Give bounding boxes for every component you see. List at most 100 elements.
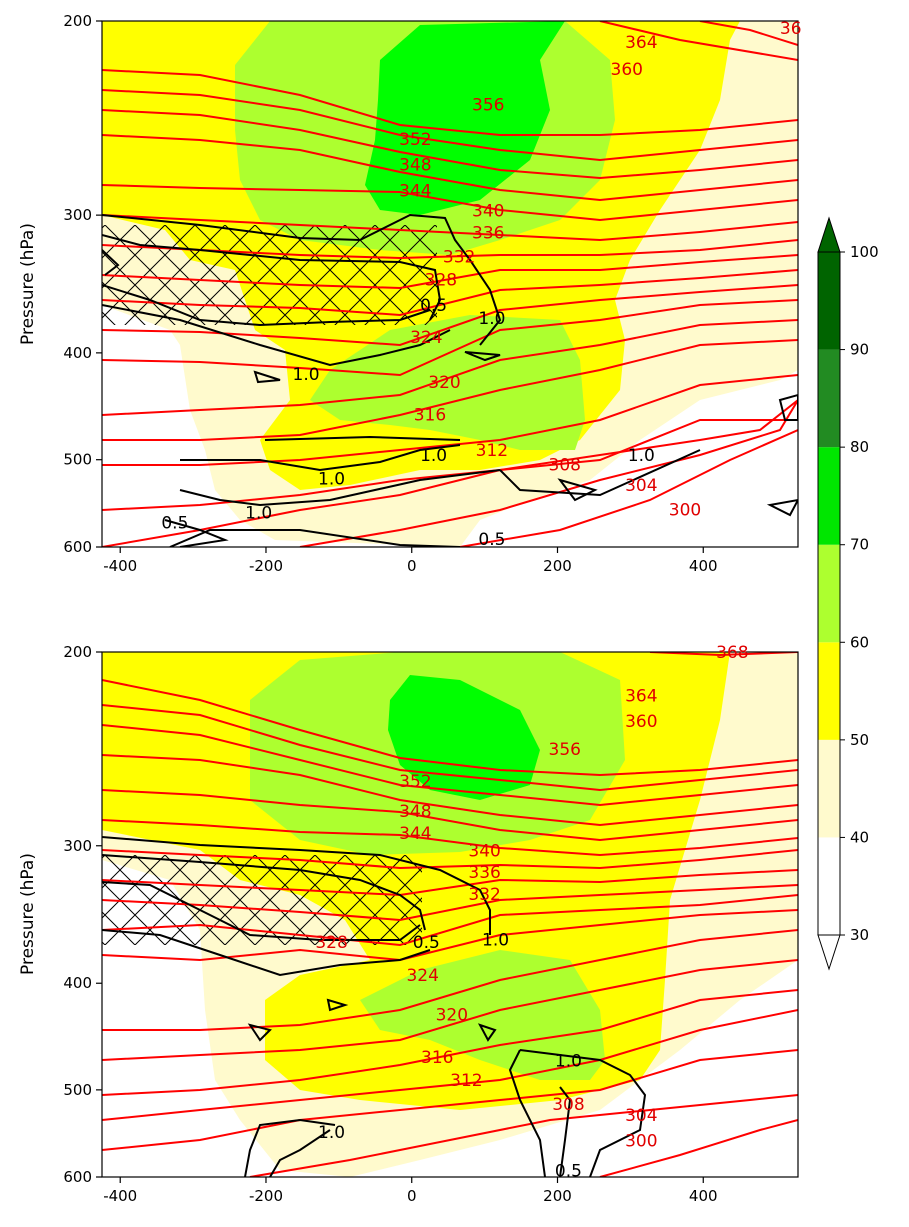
- bottom-ylabel: Pressure (hPa): [18, 853, 38, 975]
- bottom-panel: Pressure (hPa) -400 -200 0 200 400 200 300 400…: [18, 643, 799, 1205]
- theta-contour-label: 304: [625, 476, 657, 496]
- theta-contour-label: 352: [399, 130, 431, 150]
- theta-contour-label: 340: [468, 842, 500, 862]
- x-tick-label: 0: [407, 557, 417, 575]
- theta-contour-label: 356: [472, 95, 504, 115]
- theta-contour-label: 308: [552, 1095, 584, 1115]
- y-tick-label: 300: [63, 837, 92, 855]
- top-x-ticks: -400 -200 0 200 400: [103, 547, 718, 575]
- theta-contour-label: 364: [625, 686, 657, 706]
- x-tick-label: 200: [543, 1187, 572, 1205]
- theta-contour-label: 308: [549, 455, 581, 475]
- bottom-x-ticks: -400 -200 0 200 400: [103, 1177, 718, 1205]
- x-tick-label: -400: [103, 557, 137, 575]
- colorbar-cell: [818, 252, 840, 350]
- y-tick-label: 600: [63, 1168, 92, 1186]
- theta-contour-label: 348: [399, 802, 431, 822]
- theta-contour-label: 360: [611, 60, 643, 80]
- y-tick-label: 400: [63, 974, 92, 992]
- theta-contour-label: 312: [450, 1071, 482, 1091]
- hatch-region: [102, 225, 437, 325]
- rh-contour-label: 0.5: [161, 513, 188, 533]
- rh-fill-70-80: [388, 675, 540, 800]
- theta-contour-label: 352: [399, 772, 431, 792]
- top-ylabel: Pressure (hPa): [18, 223, 38, 345]
- colorbar-cell: [818, 837, 840, 935]
- y-tick-label: 500: [63, 451, 92, 469]
- theta-contour-label: 324: [406, 966, 438, 986]
- rh-contour-label: 1.0: [293, 365, 320, 385]
- rh-contour-label: 1.0: [318, 1123, 345, 1143]
- x-tick-label: 200: [543, 557, 572, 575]
- bottom-axes-frame: [101, 651, 799, 1178]
- colorbar-cell: [818, 739, 840, 838]
- theta-contour-label: 340: [472, 201, 504, 221]
- theta-contour-label: 304: [625, 1106, 657, 1126]
- colorbar-ticks: 30 40 50 60 70 80 90 100: [840, 243, 879, 944]
- colorbar-tick-label: 70: [850, 536, 869, 554]
- theta-contour-label: 312: [476, 441, 508, 461]
- colorbar-cell: [818, 642, 840, 740]
- colorbar-tick-label: 80: [850, 438, 869, 456]
- x-tick-label: -400: [103, 1187, 137, 1205]
- top-panel: Pressure (hPa) -400 -200 0 200 400 200 300 400…: [18, 12, 802, 575]
- theta-contours: [102, 21, 798, 547]
- colorbar-tick-label: 60: [850, 633, 869, 651]
- rh-ice-contours: [102, 836, 647, 1177]
- rh-fill-70-80: [365, 21, 565, 215]
- x-tick-label: 400: [689, 1187, 718, 1205]
- y-tick-label: 200: [63, 12, 92, 30]
- theta-contour-label: 368: [716, 643, 748, 663]
- colorbar-cell: [818, 447, 840, 545]
- theta-contour-label: 356: [549, 740, 581, 760]
- colorbar-tick-label: 40: [850, 828, 869, 846]
- y-tick-label: 300: [63, 206, 92, 224]
- bottom-plot-area: [102, 652, 798, 1177]
- colorbar-extend-min: [817, 934, 841, 971]
- rh-contour-label: 1.0: [628, 446, 655, 466]
- theta-contour-label: 316: [414, 406, 446, 426]
- colorbar-tick-label: 90: [850, 341, 869, 359]
- x-tick-label: -200: [249, 1187, 283, 1205]
- theta-contour-label: 328: [425, 270, 457, 290]
- y-tick-label: 500: [63, 1081, 92, 1099]
- x-tick-label: -200: [249, 557, 283, 575]
- theta-contour-label: 36: [780, 19, 802, 39]
- theta-contour-label: 344: [399, 824, 431, 844]
- theta-contour-label: 300: [625, 1132, 657, 1152]
- rh-contour-label: 1.0: [245, 503, 272, 523]
- theta-contour-label: 336: [472, 223, 504, 243]
- y-tick-label: 200: [63, 643, 92, 661]
- colorbar-tick-label: 50: [850, 731, 869, 749]
- bottom-rh-labels: 1.0 0.5 1.0 1.0 0.5: [318, 930, 582, 1181]
- colorbar-cell: [818, 349, 840, 448]
- top-rh-labels: 1.0 0.5 1.0 1.0 1.0 1.0 1.0 0.5 0.5: [161, 296, 654, 550]
- theta-contour-label: 324: [410, 328, 442, 348]
- rh-ice-contours: [102, 213, 798, 547]
- theta-contour-label: 328: [315, 933, 347, 953]
- x-tick-label: 0: [407, 1187, 417, 1205]
- top-y-ticks: 200 300 400 500 600: [63, 12, 102, 556]
- theta-contour-label: 344: [399, 182, 431, 202]
- rh-contour-label: 1.0: [478, 309, 505, 329]
- colorbar-frame: [817, 251, 841, 936]
- x-tick-label: 400: [689, 557, 718, 575]
- theta-contour-label: 332: [468, 885, 500, 905]
- theta-contour-label: 348: [399, 156, 431, 176]
- theta-contour-label: 300: [669, 501, 701, 521]
- rh-contour-label: 0.5: [478, 530, 505, 550]
- colorbar-cell: [818, 544, 840, 643]
- theta-contour-label: 336: [468, 863, 500, 883]
- rh-contour-label: 1.0: [555, 1051, 582, 1071]
- theta-contour-label: 320: [428, 373, 460, 393]
- theta-contour-label: 316: [421, 1048, 453, 1068]
- rh-contour-label: 0.5: [413, 933, 440, 953]
- top-plot-area: [102, 21, 798, 547]
- rh-contour-label: 0.5: [555, 1162, 582, 1182]
- rh-contour-label: 1.0: [318, 469, 345, 489]
- theta-contour-label: 364: [625, 33, 657, 53]
- colorbar: 30 40 50 60 70 80 90 100: [817, 216, 879, 971]
